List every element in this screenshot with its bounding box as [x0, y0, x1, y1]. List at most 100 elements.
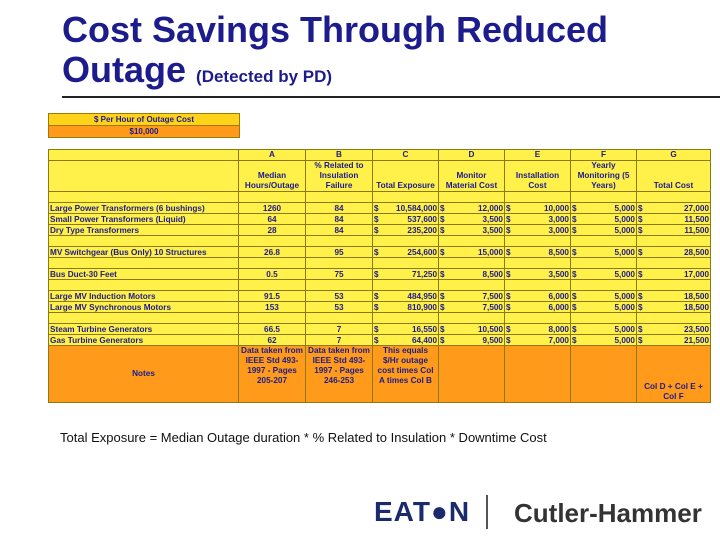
- cost-table: A B C D E F G Median Hours/Outage% Related to I…: [48, 149, 711, 403]
- table-row: Large MV Synchronous Motors 153 53 $810,900…: [48, 301, 711, 313]
- currency-symbol: $: [440, 291, 445, 301]
- amount: 11,500: [684, 214, 709, 224]
- amount: 64,400: [411, 335, 437, 345]
- table-row: Gas Turbine Generators 62 7 $64,400 $9,500 $7…: [48, 334, 711, 346]
- money-cell: $12,000: [438, 202, 505, 214]
- money-cell: $10,000: [504, 202, 571, 214]
- note-col-g: Col D + Col E + Col F: [636, 345, 711, 403]
- currency-symbol: $: [638, 302, 643, 312]
- blank-cell: [305, 191, 373, 203]
- median-hours: 91.5: [238, 290, 306, 302]
- table-row: MV Switchgear (Bus Only) 10 Structures 26…: [48, 246, 711, 258]
- money-cell: $5,000: [570, 246, 637, 258]
- percent-insulation: 84: [305, 213, 373, 225]
- column-header: Median Hours/Outage: [238, 160, 306, 192]
- column-header: % Related to Insulation Failure: [305, 160, 373, 192]
- blank-cell: [636, 235, 711, 247]
- blank-cell: [48, 279, 239, 291]
- amount: 23,500: [683, 324, 709, 334]
- amount: 5,000: [614, 291, 636, 301]
- currency-symbol: $: [374, 302, 379, 312]
- currency-symbol: $: [440, 247, 445, 257]
- blank-cell: [238, 235, 306, 247]
- column-letter: E: [504, 149, 571, 161]
- blank-cell: [305, 312, 373, 324]
- amount: 3,500: [548, 269, 570, 279]
- amount: 3,500: [482, 225, 504, 235]
- amount: 5,000: [614, 335, 636, 345]
- money-cell: $11,500: [636, 213, 711, 225]
- column-header: Installation Cost: [504, 160, 571, 192]
- amount: 5,000: [614, 214, 636, 224]
- amount: 235,200: [407, 225, 437, 235]
- amount: 484,950: [407, 291, 437, 301]
- money-cell: $18,500: [636, 290, 711, 302]
- currency-symbol: $: [374, 247, 379, 257]
- amount: 810,900: [407, 302, 437, 312]
- blank-cell: [504, 279, 571, 291]
- title-line-1: Cost Savings Through Reduced: [62, 9, 609, 50]
- money-cell: $10,500: [438, 323, 505, 335]
- money-cell: $8,500: [438, 268, 505, 280]
- amount: 10,500: [477, 324, 503, 334]
- currency-symbol: $: [506, 214, 511, 224]
- blank-cell: [438, 279, 505, 291]
- currency-symbol: $: [638, 291, 643, 301]
- amount: 18,500: [683, 302, 709, 312]
- row-label: Large MV Induction Motors: [48, 290, 239, 302]
- spacer-row: [48, 191, 711, 203]
- percent-insulation: 7: [305, 334, 373, 346]
- money-cell: $27,000: [636, 202, 711, 214]
- currency-symbol: $: [440, 302, 445, 312]
- percent-insulation: 53: [305, 301, 373, 313]
- amount: 5,000: [614, 203, 636, 213]
- blank-cell: [238, 257, 306, 269]
- blank-cell: [372, 257, 439, 269]
- percent-insulation: 95: [305, 246, 373, 258]
- row-label: Small Power Transformers (Liquid): [48, 213, 239, 225]
- money-cell: $5,000: [570, 323, 637, 335]
- outage-cost-value: $10,000: [48, 125, 240, 138]
- blank-cell: [504, 345, 571, 403]
- blank-cell: [372, 279, 439, 291]
- spacer-row: [48, 235, 711, 247]
- currency-symbol: $: [638, 269, 643, 279]
- money-cell: $7,000: [504, 334, 571, 346]
- percent-insulation: 84: [305, 202, 373, 214]
- blank-cell: [305, 235, 373, 247]
- median-hours: 26.8: [238, 246, 306, 258]
- amount: 537,600: [407, 214, 437, 224]
- table-row: Large Power Transformers (6 bushings) 126…: [48, 202, 711, 214]
- currency-symbol: $: [374, 269, 379, 279]
- money-cell: $28,500: [636, 246, 711, 258]
- money-cell: $17,000: [636, 268, 711, 280]
- amount: 5,000: [614, 269, 636, 279]
- currency-symbol: $: [638, 335, 643, 345]
- amount: 16,550: [411, 324, 437, 334]
- table-row: Bus Duct-30 Feet 0.5 75 $71,250 $8,500 $3,500…: [48, 268, 711, 280]
- currency-symbol: $: [440, 203, 445, 213]
- currency-symbol: $: [572, 324, 577, 334]
- table-row: Steam Turbine Generators 66.5 7 $16,550 $10,…: [48, 323, 711, 335]
- currency-symbol: $: [374, 291, 379, 301]
- money-cell: $21,500: [636, 334, 711, 346]
- row-label: Large Power Transformers (6 bushings): [48, 202, 239, 214]
- currency-symbol: $: [638, 247, 643, 257]
- blank-cell: [636, 312, 711, 324]
- amount: 8,000: [548, 324, 570, 334]
- blank-cell: [438, 191, 505, 203]
- money-cell: $64,400: [372, 334, 439, 346]
- blank-cell: [504, 257, 571, 269]
- column-letter: G: [636, 149, 711, 161]
- currency-symbol: $: [638, 225, 643, 235]
- blank-cell: [504, 191, 571, 203]
- median-hours: 64: [238, 213, 306, 225]
- currency-symbol: $: [506, 269, 511, 279]
- money-cell: $8,000: [504, 323, 571, 335]
- money-cell: $3,500: [438, 213, 505, 225]
- blank-cell: [570, 191, 637, 203]
- blank-cell: [372, 191, 439, 203]
- title-outage: Outage: [62, 49, 187, 90]
- currency-symbol: $: [572, 247, 577, 257]
- median-hours: 153: [238, 301, 306, 313]
